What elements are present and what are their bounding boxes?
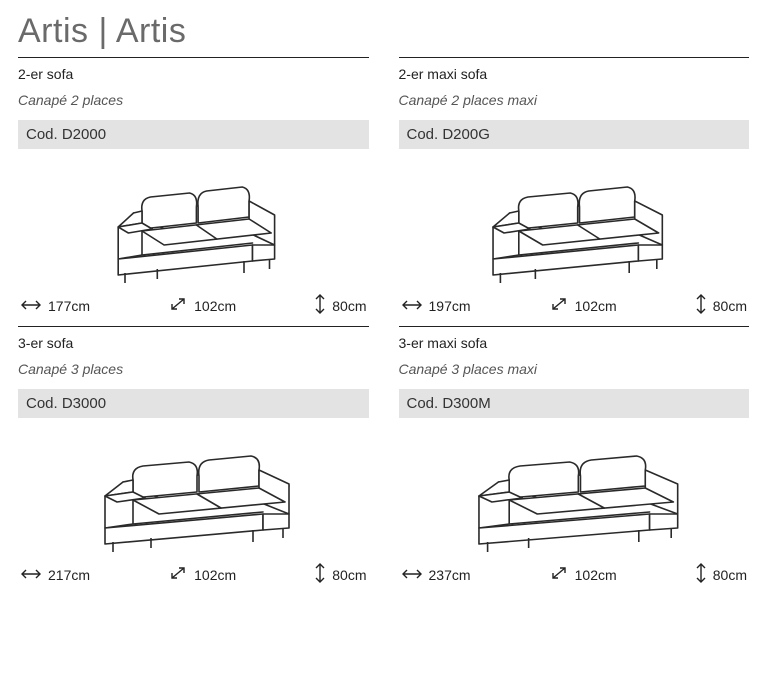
width-arrow-icon — [401, 298, 423, 314]
product-card: 3-er sofa Canapé 3 places Cod. D3000 — [18, 326, 369, 595]
dim-depth-value: 102cm — [194, 298, 236, 314]
dim-depth: 102cm — [549, 564, 617, 585]
divider — [18, 326, 369, 327]
height-arrow-icon — [695, 562, 707, 587]
depth-arrow-icon — [168, 295, 188, 316]
divider — [399, 57, 750, 58]
product-illustration — [18, 159, 369, 289]
depth-arrow-icon — [549, 295, 569, 316]
dim-width-value: 217cm — [48, 567, 90, 583]
dim-height: 80cm — [314, 293, 366, 318]
depth-arrow-icon — [549, 564, 569, 585]
dim-height-value: 80cm — [713, 298, 747, 314]
product-name-en: 3-er maxi sofa — [399, 335, 750, 351]
dim-height-value: 80cm — [332, 298, 366, 314]
product-name-en: 2-er maxi sofa — [399, 66, 750, 82]
dim-depth: 102cm — [168, 295, 236, 316]
product-code: Cod. D2000 — [18, 120, 369, 149]
width-arrow-icon — [20, 298, 42, 314]
product-name-fr: Canapé 2 places — [18, 92, 369, 108]
product-card: 2-er maxi sofa Canapé 2 places maxi Cod.… — [399, 57, 750, 326]
dim-height-value: 80cm — [713, 567, 747, 583]
product-name-en: 3-er sofa — [18, 335, 369, 351]
dim-width: 197cm — [401, 298, 471, 314]
dim-width-value: 177cm — [48, 298, 90, 314]
depth-arrow-icon — [168, 564, 188, 585]
dimensions-row: 237cm 102cm 80cm — [399, 558, 750, 595]
dim-width: 237cm — [401, 567, 471, 583]
dim-height-value: 80cm — [332, 567, 366, 583]
dim-depth: 102cm — [168, 564, 236, 585]
height-arrow-icon — [314, 293, 326, 318]
product-illustration — [399, 159, 750, 289]
dim-depth-value: 102cm — [575, 298, 617, 314]
width-arrow-icon — [401, 567, 423, 583]
dim-depth-value: 102cm — [194, 567, 236, 583]
product-name-fr: Canapé 2 places maxi — [399, 92, 750, 108]
dim-width-value: 237cm — [429, 567, 471, 583]
dimensions-row: 177cm 102cm 80cm — [18, 289, 369, 326]
height-arrow-icon — [314, 562, 326, 587]
divider — [399, 326, 750, 327]
product-card: 2-er sofa Canapé 2 places Cod. D2000 — [18, 57, 369, 326]
product-illustration — [18, 428, 369, 558]
dim-width: 217cm — [20, 567, 90, 583]
product-name-fr: Canapé 3 places maxi — [399, 361, 750, 377]
dim-width-value: 197cm — [429, 298, 471, 314]
dim-depth: 102cm — [549, 295, 617, 316]
product-grid: 2-er sofa Canapé 2 places Cod. D2000 — [18, 57, 749, 595]
dim-height: 80cm — [695, 562, 747, 587]
dim-height: 80cm — [695, 293, 747, 318]
divider — [18, 57, 369, 58]
dim-depth-value: 102cm — [575, 567, 617, 583]
product-code: Cod. D300M — [399, 389, 750, 418]
product-card: 3-er maxi sofa Canapé 3 places maxi Cod.… — [399, 326, 750, 595]
height-arrow-icon — [695, 293, 707, 318]
product-code: Cod. D200G — [399, 120, 750, 149]
product-name-fr: Canapé 3 places — [18, 361, 369, 377]
product-code: Cod. D3000 — [18, 389, 369, 418]
dim-height: 80cm — [314, 562, 366, 587]
page-title: Artis | Artis — [18, 12, 749, 51]
dim-width: 177cm — [20, 298, 90, 314]
dimensions-row: 217cm 102cm 80cm — [18, 558, 369, 595]
product-illustration — [399, 428, 750, 558]
product-name-en: 2-er sofa — [18, 66, 369, 82]
width-arrow-icon — [20, 567, 42, 583]
dimensions-row: 197cm 102cm 80cm — [399, 289, 750, 326]
